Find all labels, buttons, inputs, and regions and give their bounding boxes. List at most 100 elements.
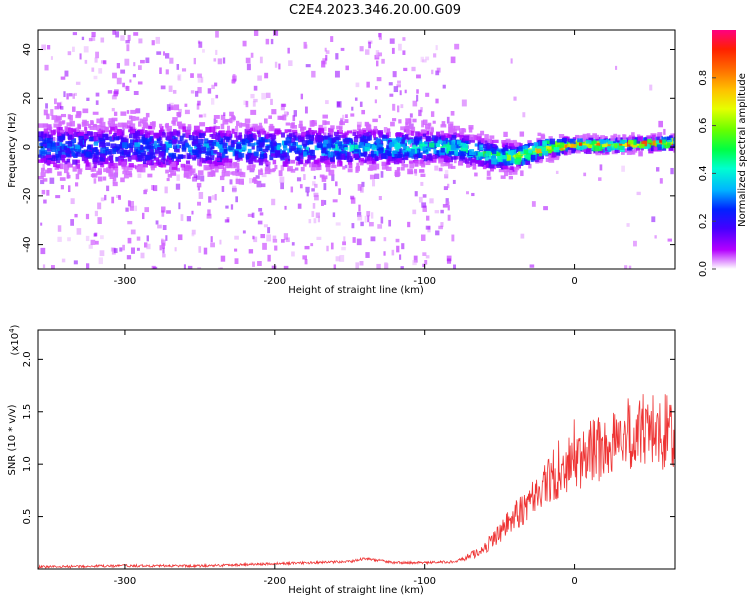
spectrum-cell — [602, 142, 608, 148]
spectrum-cell — [236, 144, 242, 149]
noise-cell — [100, 37, 105, 43]
spectrum-cell — [223, 136, 229, 140]
spectrum-cell — [315, 165, 320, 171]
spectrum-cell — [404, 154, 409, 161]
noise-cell — [63, 91, 66, 98]
spectrum-cell — [40, 172, 46, 177]
spectrum-cell — [401, 160, 405, 167]
spectrum-cell — [229, 117, 233, 124]
spectrum-cell — [179, 135, 184, 141]
spectrum-cell — [440, 147, 445, 153]
noise-cell — [454, 158, 457, 164]
spectrum-cell — [224, 170, 230, 177]
noise-cell — [270, 98, 273, 105]
noise-cell — [143, 189, 147, 195]
spectrum-cell — [57, 141, 63, 147]
spectrum-cell — [548, 146, 552, 150]
spectrum-cell — [418, 152, 423, 159]
noise-cell — [265, 38, 270, 45]
spectrum-cell — [548, 147, 554, 154]
spectrum-cell — [132, 151, 138, 156]
spectrum-cell — [282, 114, 287, 121]
noise-cell — [162, 253, 166, 258]
spectrum-cell — [381, 161, 387, 167]
noise-cell — [198, 191, 204, 199]
noise-cell — [234, 258, 239, 265]
spectrum-cell — [230, 142, 235, 148]
spectrum-cell — [422, 146, 426, 151]
noise-cell — [94, 57, 98, 63]
spectrum-cell — [614, 143, 618, 149]
noise-cell — [280, 239, 285, 243]
colorbar-gradient — [712, 30, 736, 269]
spectrum-cell — [128, 115, 133, 120]
spectrum-cell — [397, 158, 402, 164]
colorbar-tick-label: 0.4 — [698, 165, 709, 181]
spectrum-cell — [77, 168, 82, 175]
spectrum-cell — [388, 142, 393, 148]
spectrum-cell — [168, 160, 173, 164]
noise-cell — [345, 65, 349, 71]
spectrum-cell — [545, 157, 550, 162]
noise-cell — [211, 84, 215, 90]
noise-cell — [314, 194, 319, 201]
spectrum-cell — [408, 118, 412, 124]
spectrum-cell — [595, 137, 601, 143]
spectrum-cell — [185, 133, 191, 139]
spectrum-cell — [622, 134, 626, 138]
noise-cell — [127, 237, 132, 244]
spectrum-cell — [487, 138, 493, 143]
noise-cell — [106, 185, 110, 192]
spectrum-cell — [627, 136, 633, 140]
spectrum-cell — [126, 120, 133, 125]
noise-cell — [155, 36, 161, 44]
noise-cell — [81, 36, 85, 41]
noise-cell — [400, 266, 404, 269]
noise-cell — [60, 106, 64, 110]
spectrum-cell — [113, 133, 117, 139]
spectrum-cell — [138, 121, 142, 127]
noise-cell — [111, 196, 115, 204]
noise-cell — [218, 267, 223, 269]
spectrum-cell — [399, 154, 403, 160]
noise-cell — [176, 64, 180, 70]
spectrum-cell — [322, 120, 327, 126]
spectrum-cell — [326, 142, 332, 149]
spectrum-cell — [305, 130, 309, 135]
spectrum-cell — [403, 139, 407, 144]
spectrum-cell — [293, 131, 298, 138]
spectrum-cell — [210, 163, 215, 170]
noise-cell — [413, 255, 418, 263]
noise-cell — [225, 205, 229, 209]
spectrum-cell — [391, 138, 397, 144]
spectrum-cell — [365, 143, 371, 148]
spectrum-cell — [53, 162, 57, 168]
spectrum-cell — [148, 145, 154, 149]
noise-cell — [365, 252, 370, 258]
spectrum-cell — [135, 149, 142, 154]
spectrum-cell — [399, 149, 404, 153]
noise-cell — [273, 30, 279, 36]
spectrum-cell — [263, 156, 268, 162]
spectrum-cell — [163, 158, 168, 162]
spectrum-cell — [540, 133, 545, 139]
spectrum-cell — [121, 138, 125, 143]
noise-cell — [152, 185, 158, 192]
spectrum-cell — [242, 139, 246, 145]
noise-cell — [364, 215, 367, 223]
spectrum-cell — [396, 132, 402, 137]
spectrum-cell — [392, 118, 397, 122]
spectrum-cell — [139, 144, 144, 151]
spectrum-cell — [105, 135, 109, 140]
spectrum-cell — [429, 131, 434, 136]
spectrum-cell — [182, 144, 187, 150]
noise-cell — [335, 181, 338, 187]
spectrum-cell — [166, 125, 172, 131]
spectrum-cell — [121, 161, 127, 168]
spectrum-cell — [414, 168, 418, 174]
spectrum-cell — [172, 117, 178, 122]
noise-cell — [184, 109, 190, 115]
noise-cell — [402, 37, 406, 41]
spectrum-cell — [79, 140, 83, 146]
noise-cell — [369, 174, 375, 180]
